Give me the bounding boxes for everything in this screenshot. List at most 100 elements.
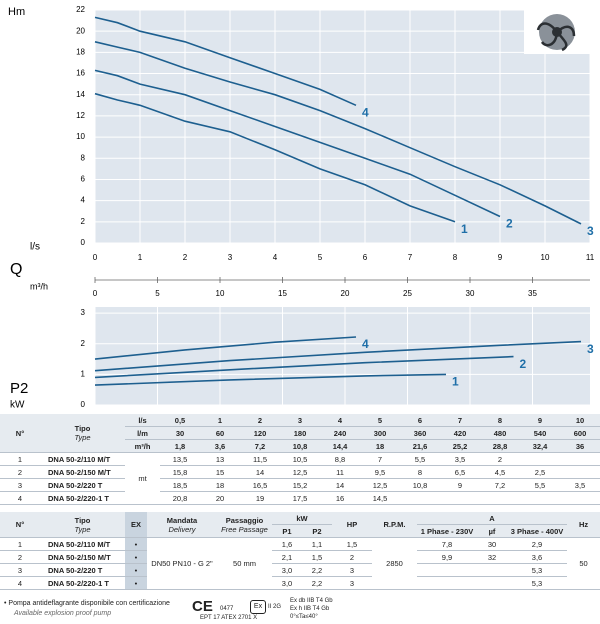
flow-cell: 32,4 (520, 439, 560, 453)
x-tick-label: 11 (586, 253, 595, 262)
head-value: 8 (400, 465, 440, 479)
head-value: 8,8 (320, 452, 360, 466)
flow-cell: 540 (520, 426, 560, 440)
row-number: 3 (0, 478, 40, 492)
y-tick-label: 20 (76, 26, 85, 35)
head-value: 3,5 (560, 478, 600, 492)
curve-label: 3 (587, 342, 594, 356)
impeller-icon (524, 10, 590, 54)
header-text: Passaggio (225, 515, 264, 525)
header-cell: µf (477, 524, 507, 538)
flow-cell: 18 (360, 439, 400, 453)
x-axis-title: l/s (30, 242, 40, 253)
flow-cell: 10 (560, 414, 600, 427)
curve-label: 1 (452, 375, 459, 389)
p2-value: 1,5 (302, 550, 332, 564)
head-value: 6,5 (440, 465, 480, 479)
head-value (400, 491, 440, 505)
rpm: 2850 (372, 537, 417, 590)
head-value: 20,8 (160, 491, 200, 505)
row: l/m 30 60 120 180 240 300 360 420 480 540 600 (0, 426, 600, 440)
head-value: 19 (240, 491, 280, 505)
curve (94, 336, 357, 360)
flow-cell: 1,8 (160, 439, 200, 453)
x-tick-label: 6 (363, 253, 368, 262)
capacitor: 30 (477, 537, 507, 551)
flow-cell: 480 (480, 426, 520, 440)
ex-flag: • (125, 537, 147, 551)
head-value: 10,5 (280, 452, 320, 466)
y-axis-title: Hm (8, 6, 25, 18)
row: 1 DNA 50-2/110 M/T • DN50 PN10 - G 2" 50 mm 1… (0, 537, 600, 590)
head-value: 14 (240, 465, 280, 479)
header-text: Mandata (166, 515, 198, 525)
flow-cell: 9 (520, 414, 560, 427)
flow-cell: 36 (560, 439, 600, 453)
p1-value: 3,0 (272, 563, 302, 577)
flow-cell: 240 (320, 426, 360, 440)
curve (94, 16, 357, 107)
header-text: Tipo (74, 424, 91, 433)
head-value: 9,5 (360, 465, 400, 479)
y-axis-title: P2 (10, 380, 28, 397)
head-value: 2 (480, 452, 520, 466)
x2-axis-symbol: Q (10, 261, 22, 278)
head-value (560, 465, 600, 479)
head-value: 13 (200, 452, 240, 466)
flow-cell: 14,4 (320, 439, 360, 453)
flow-cell: 420 (440, 426, 480, 440)
flow-cell: 25,2 (440, 439, 480, 453)
head-value: 4,5 (480, 465, 520, 479)
flow-cell: 3 (280, 414, 320, 427)
flow-cell: 28,8 (480, 439, 520, 453)
hp-value: 3 (332, 563, 372, 577)
x-tick-label: 0 (93, 253, 98, 262)
curve (94, 355, 514, 379)
header-text: Tipo (74, 515, 91, 525)
p2-value: 2,2 (302, 563, 332, 577)
performance-table: N° Tipo Type l/s 0,5 1 2 3 4 5 6 7 8 9 10 l/m 30 60 120 180… (0, 414, 600, 505)
flow-cell: 7,2 (240, 439, 280, 453)
flow-cell: 60 (200, 426, 240, 440)
y-tick-label: 2 (81, 217, 86, 226)
row-number: 3 (0, 563, 40, 577)
header-cell: Tipo Type (40, 512, 125, 538)
head-value: 11,5 (240, 452, 280, 466)
x2-tick-label: 35 (528, 289, 537, 298)
x-tick-label: 7 (408, 253, 413, 262)
header-cell: kW (272, 512, 332, 525)
x2-tick-label: 10 (216, 289, 225, 298)
marking: Ex db IIB T4 Gb (290, 598, 333, 604)
flow-cell: 4 (320, 414, 360, 427)
row-number: 4 (0, 576, 40, 590)
x-tick-label: 8 (453, 253, 458, 262)
current-3ph: 2,9 (507, 537, 568, 551)
curve (94, 92, 456, 223)
flow-cell: 3,6 (200, 439, 240, 453)
head-value (440, 491, 480, 505)
ce-mark: CE (192, 598, 213, 615)
flow-cell: 120 (240, 426, 280, 440)
ex-flag: • (125, 550, 147, 564)
header-cell: HP (332, 512, 372, 538)
head-value: 9 (440, 478, 480, 492)
y-tick-label: 12 (76, 111, 85, 120)
marking: 0°≤Ta≤40° (290, 614, 318, 620)
x2-axis-title: m³/h (30, 281, 48, 291)
header-cell: Mandata Delivery (147, 512, 217, 538)
curve-label: 4 (362, 337, 369, 351)
row: N° Tipo Type EX Mandata Delivery Passaggio Free… (0, 512, 600, 538)
notified-body: 0477 (220, 606, 234, 612)
x-tick-label: 9 (498, 253, 503, 262)
x2-tick-label: 25 (403, 289, 412, 298)
header-text: R.P.M. (383, 520, 406, 529)
free-passage: 50 mm (217, 537, 272, 590)
header-text: Free Passage (221, 524, 268, 534)
header-cell: EX (125, 512, 147, 538)
header-cell: Tipo Type (40, 414, 125, 453)
hp-value: 1,5 (332, 537, 372, 551)
head-value: 15,8 (160, 465, 200, 479)
flow-cell: 8 (480, 414, 520, 427)
